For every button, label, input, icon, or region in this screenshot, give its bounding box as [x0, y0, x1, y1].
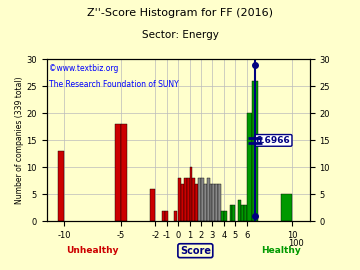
Bar — [218, 184, 221, 221]
Bar — [181, 184, 184, 221]
Bar — [198, 178, 201, 221]
Bar — [224, 211, 227, 221]
Bar — [187, 178, 190, 221]
Bar — [184, 178, 187, 221]
Bar — [150, 189, 156, 221]
Bar — [252, 81, 258, 221]
Y-axis label: Number of companies (339 total): Number of companies (339 total) — [15, 77, 24, 204]
Bar — [178, 178, 181, 221]
Bar — [247, 113, 252, 221]
Bar — [281, 194, 292, 221]
Text: Z''-Score Histogram for FF (2016): Z''-Score Histogram for FF (2016) — [87, 8, 273, 18]
Text: Sector: Energy: Sector: Energy — [141, 30, 219, 40]
Text: The Research Foundation of SUNY: The Research Foundation of SUNY — [49, 80, 179, 89]
Bar — [165, 211, 168, 221]
Bar — [230, 205, 233, 221]
Bar — [190, 167, 193, 221]
Bar — [195, 184, 198, 221]
Text: Healthy: Healthy — [261, 246, 301, 255]
Text: ©www.textbiz.org: ©www.textbiz.org — [49, 64, 119, 73]
Bar — [58, 151, 64, 221]
Text: 6.6966: 6.6966 — [256, 136, 291, 145]
Text: Score: Score — [180, 246, 211, 256]
Text: Unhealthy: Unhealthy — [66, 246, 119, 255]
Bar — [221, 211, 224, 221]
Bar — [238, 200, 241, 221]
Bar — [212, 184, 215, 221]
Bar — [215, 184, 218, 221]
Bar — [193, 178, 195, 221]
Bar — [244, 205, 247, 221]
Bar — [204, 184, 207, 221]
Bar — [121, 124, 127, 221]
Bar — [174, 211, 177, 221]
Bar — [162, 211, 165, 221]
Bar — [233, 205, 235, 221]
Bar — [201, 178, 204, 221]
Bar — [241, 205, 244, 221]
Text: 100: 100 — [288, 239, 304, 248]
Bar — [115, 124, 121, 221]
Bar — [210, 184, 212, 221]
Bar — [207, 178, 210, 221]
